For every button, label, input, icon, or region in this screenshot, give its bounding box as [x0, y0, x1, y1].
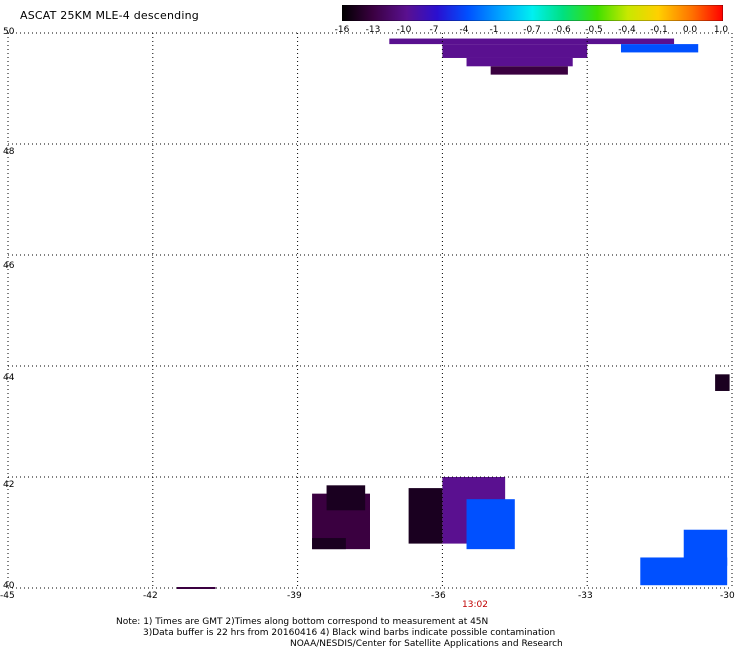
x-tick-label: -30	[720, 591, 735, 601]
colorbar-label: -10	[396, 25, 412, 35]
data-cell-west-patch-black	[312, 538, 346, 550]
note-line-3: NOAA/NESDIS/Center for Satellite Applica…	[290, 639, 563, 649]
data-cell-north-swath-dark	[490, 66, 568, 75]
colorbar-label: -13	[365, 25, 381, 35]
colorbar-label: 0.0	[682, 25, 698, 35]
y-tick-label: 46	[3, 261, 15, 271]
pass-time-label: 13:02	[462, 600, 488, 610]
x-tick-label: -39	[287, 591, 302, 601]
x-tick-label: -36	[431, 591, 446, 601]
colorbar-label: -4	[459, 25, 469, 35]
data-cell-mid-patch-black	[408, 488, 443, 544]
y-tick-label: 44	[3, 373, 15, 383]
colorbar-label: -0.6	[553, 25, 571, 35]
y-tick-label: 50	[3, 27, 15, 37]
x-tick-label: -33	[578, 591, 593, 601]
colorbar	[342, 5, 723, 21]
data-cell-west-patch-black	[326, 485, 366, 511]
colorbar-label: -1	[489, 25, 499, 35]
colorbar-label: -0.7	[523, 25, 541, 35]
y-tick-label: 42	[3, 480, 15, 490]
colorbar-labels: -16 -13 -10 -7 -4 -1 -0.7 -0.6 -0.5 -0.4…	[326, 25, 736, 37]
colorbar-label: -0.5	[585, 25, 603, 35]
y-tick-label: 48	[3, 147, 15, 157]
x-tick-label: -45	[0, 591, 15, 601]
data-cell-east-patch-dark	[715, 374, 730, 391]
y-tick-label: 40	[3, 581, 15, 591]
colorbar-label: -7	[429, 25, 439, 35]
note-line-2: 3)Data buffer is 22 hrs from 20160416 4)…	[143, 628, 556, 638]
colorbar-label: -16	[334, 25, 350, 35]
data-cell-east-patch-blue	[640, 557, 728, 586]
data-cell-north-swath	[389, 38, 675, 45]
map-title: ASCAT 25KM MLE-4 descending	[20, 9, 199, 22]
data-cell-mid-patch-blue	[466, 499, 515, 550]
colorbar-label: 1.0	[713, 25, 729, 35]
colorbar-label: -0.1	[650, 25, 668, 35]
data-cell-north-swath	[442, 44, 588, 58]
data-cell-north-swath-blue	[620, 44, 699, 53]
x-tick-label: -42	[143, 591, 158, 601]
colorbar-label: -0.4	[618, 25, 636, 35]
data-cell-north-swath	[466, 57, 573, 67]
note-line-1: Note: 1) Times are GMT 2)Times along bot…	[116, 617, 489, 627]
